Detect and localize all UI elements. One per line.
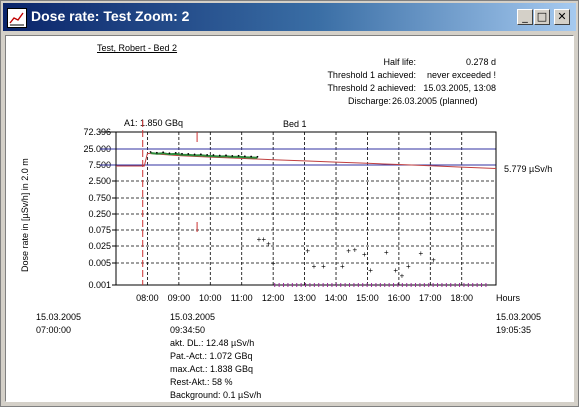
y-tick-label: 0.075 [88,225,111,235]
background-point: + [419,249,424,258]
x-tick-label: 13:00 [293,293,316,303]
patient-name: Test, Robert - Bed 2 [97,43,178,53]
measured-point [149,151,152,153]
threshold1-label: Threshold 1 achieved: [327,70,416,80]
background-point: + [346,247,351,256]
measured-point [187,153,190,155]
activity-marker-label: A1: 1.850 GBq [124,118,183,128]
x-tick-label: 09:00 [168,293,191,303]
measured-point [162,151,165,154]
background-point: + [305,247,310,256]
y-tick-label: 72.396 [83,127,111,137]
background-point: + [257,235,262,244]
close-icon: ✕ [557,10,567,23]
y-tick-label: 2.500 [88,176,111,186]
measured-dose-line [150,152,258,159]
half-life-label: Half life: [383,57,416,67]
measured-point [174,151,177,154]
minimize-button[interactable]: _ [517,9,533,25]
measured-point [155,151,158,154]
chart-title: Bed 1 [283,119,307,129]
x-axis-label: Hours [496,293,521,303]
measured-point [193,153,196,156]
background-point: + [368,266,373,275]
measured-point [218,154,221,157]
threshold1-value: never exceeded ! [426,70,496,80]
y-tick-label: 25.000 [83,144,111,154]
threshold2-label: Threshold 2 achieved: [327,83,416,93]
cursor-time: 09:34:50 [170,325,206,335]
measured-point [206,153,209,156]
chart-panel: Test, Robert - Bed 2 Half life: 0.278 d … [5,35,574,402]
cursor-date: 15.03.2005 [170,312,216,322]
y-tick-label: 7.500 [88,160,111,170]
x-tick-label: 16:00 [388,293,411,303]
background-point: + [384,248,389,257]
cursor-background: Background: 0.1 µSv/h [170,390,262,400]
cursor-rest-akt: Rest-Akt.: 58 % [170,377,233,387]
end-time: 19:05:35 [496,325,532,335]
background-point: + [431,255,436,264]
close-button[interactable]: ✕ [554,9,570,25]
background-point: + [353,245,358,254]
y-tick-label: 0.001 [88,280,111,290]
measured-point [250,155,253,158]
measured-point [256,155,259,158]
cursor-akt-dl: akt. DL.: 12.48 µSv/h [170,338,255,348]
x-tick-label: 14:00 [325,293,348,303]
x-tick-label: 18:00 [450,293,473,303]
measured-point [168,152,171,155]
measured-point [225,154,227,157]
calculated-dose-line [116,152,497,169]
end-date: 15.03.2005 [496,312,542,322]
y-tick-label: 0.750 [88,193,111,203]
discharge-value: 26.03.2005 (planned) [392,96,478,106]
x-tick-label: 12:00 [262,293,285,303]
x-tick-label: 08:00 [136,293,159,303]
y-tick-label: 0.005 [88,258,111,268]
background-point: + [261,235,266,244]
background-point: + [321,262,326,271]
maximize-button[interactable]: □ [534,9,550,25]
cursor-pat-act: Pat.-Act.: 1.072 GBq [170,351,253,361]
background-point: + [362,250,367,259]
current-dose-value: 5.779 µSv/h [504,164,552,174]
chart-app-icon[interactable] [7,8,27,28]
measured-point [199,153,202,156]
x-tick-label: 17:00 [419,293,442,303]
title-bar[interactable]: Dose rate: Test Zoom: 2 _ □ ✕ [3,3,576,31]
background-point: + [340,262,345,271]
dose-rate-chart[interactable]: 72.396 25.000 7.500 2.500 0.750 0.250 0.075 0.0… [6,112,573,382]
measured-point [181,152,183,155]
background-point: + [406,262,411,271]
start-date: 15.03.2005 [36,312,82,322]
background-point: + [266,239,271,248]
minimize-icon: _ [522,10,528,23]
y-tick-label: 0.250 [88,209,111,219]
threshold2-value: 15.03.2005, 13:08 [423,83,496,93]
measured-point [243,155,246,158]
x-tick-label: 10:00 [199,293,222,303]
window-title: Dose rate: Test Zoom: 2 [31,8,190,24]
measured-point [237,154,240,157]
discharge-label: Discharge: [347,96,391,106]
background-point: + [312,262,317,271]
start-time: 07:00:00 [36,325,72,335]
half-life-value: 0.278 d [465,57,496,67]
measured-point [231,154,234,157]
x-tick-label: 15:00 [356,293,379,303]
y-tick-label: 0.025 [88,241,111,251]
background-point: + [393,266,398,275]
background-point: + [400,272,405,281]
maximize-icon: □ [536,10,548,23]
background-point: + [271,259,276,268]
measured-point [212,154,215,156]
x-tick-label: 11:00 [231,293,253,303]
y-axis-label: Dose rate in [µSv/h] in 2.0 m [20,158,30,272]
cursor-max-act: max.Act.: 1.838 GBq [170,364,254,374]
